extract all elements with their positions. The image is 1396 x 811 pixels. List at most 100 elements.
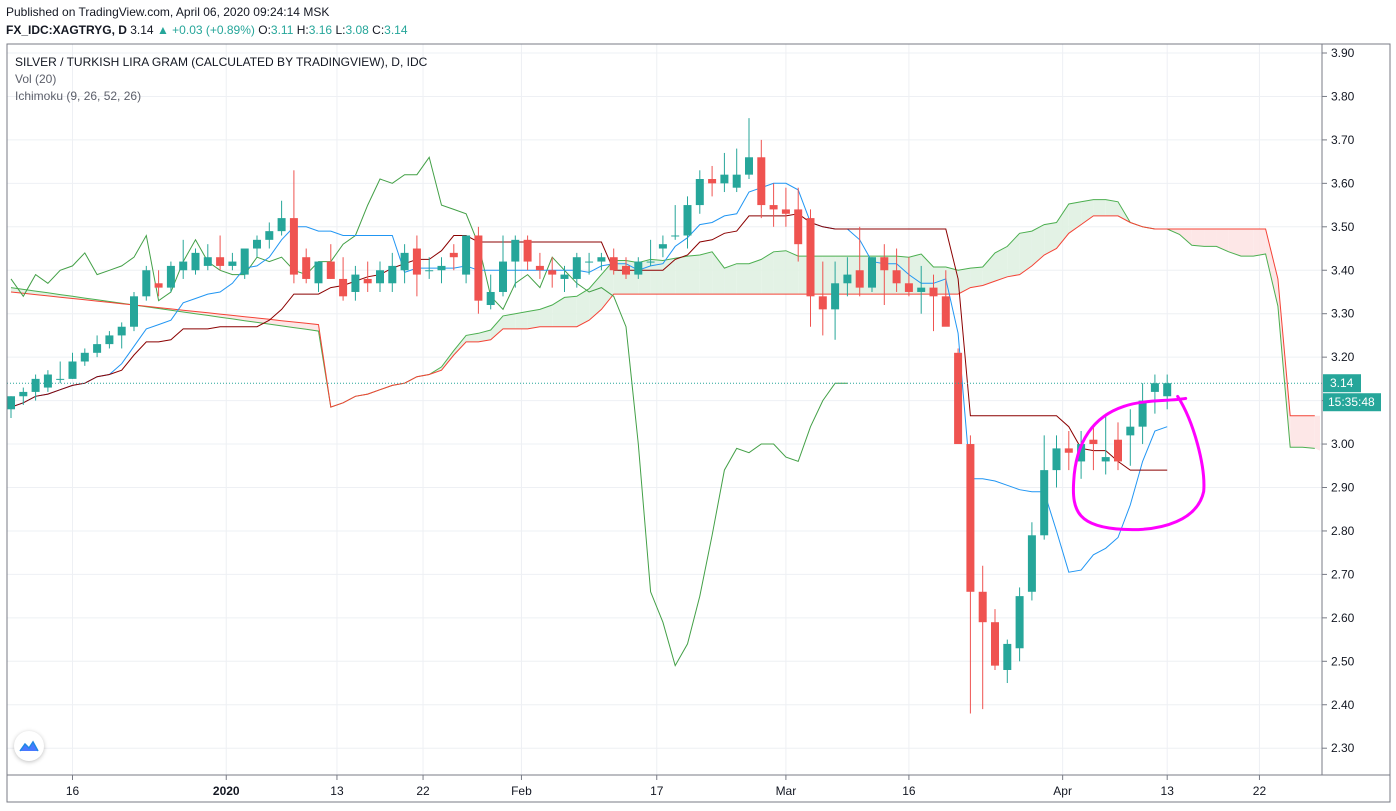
candle-body: [535, 265, 544, 271]
high-label: H:: [296, 23, 309, 37]
legend-title: SILVER / TURKISH LIRA GRAM (CALCULATED B…: [15, 55, 428, 69]
cloud-segment: [662, 258, 676, 295]
close-label: C:: [372, 23, 385, 37]
x-tick-label: Feb: [511, 784, 532, 798]
cloud-segment: [1031, 224, 1045, 266]
candle-body: [7, 396, 15, 410]
y-tick-label: 2.40: [1331, 698, 1355, 712]
last-price-badge: [1323, 374, 1361, 393]
y-tick-label: 2.80: [1331, 524, 1355, 538]
low-label: L:: [335, 23, 346, 37]
candle-body: [499, 261, 507, 292]
grid-lines: [7, 44, 1322, 775]
candle-body: [720, 174, 729, 184]
open-value: 3.11: [270, 23, 294, 37]
countdown-badge: [1323, 393, 1381, 412]
candle-body: [1163, 383, 1172, 397]
price-badges: 3.14 15:35:48: [1323, 374, 1381, 412]
annotation-layer: [1071, 394, 1206, 532]
cloud-segment: [306, 323, 319, 332]
published-caption: Published on TradingView.com, April 06, …: [6, 5, 330, 19]
candle-body: [818, 296, 827, 310]
cloud-segment: [970, 266, 983, 288]
cloud-segment: [773, 250, 786, 295]
candle-body: [1138, 400, 1147, 427]
x-tick-label: 16: [66, 784, 80, 798]
y-tick-label: 3.20: [1331, 350, 1355, 364]
x-tick-label: 22: [416, 784, 430, 798]
candle-body: [216, 257, 225, 266]
y-tick-label: 3.60: [1331, 176, 1355, 190]
cloud-segment: [564, 296, 577, 327]
cloud-segment: [1228, 228, 1241, 257]
cloud-segment: [785, 250, 799, 295]
candle-body: [646, 261, 655, 263]
y-tick-label: 3.90: [1331, 46, 1355, 60]
candles: [7, 118, 1322, 714]
candle-body: [326, 261, 335, 279]
cloud-segment: [958, 268, 971, 295]
tradingview-logo-icon[interactable]: [14, 731, 44, 761]
cloud-segment: [576, 288, 590, 327]
cloud-segment: [1265, 228, 1278, 307]
candle-body: [683, 205, 692, 236]
open-label: O:: [258, 23, 271, 37]
candle-body: [1089, 439, 1098, 445]
cloud-segment: [1081, 199, 1094, 225]
candle-body: [154, 283, 163, 288]
cloud-segment: [1093, 199, 1106, 216]
x-tick-label: 22: [1253, 784, 1267, 798]
candle-body: [1101, 457, 1110, 462]
cloud-segment: [441, 350, 454, 371]
candle-body: [511, 239, 520, 262]
symbol-label: FX_IDC:XAGTRYG, D: [6, 23, 127, 37]
candle-body: [880, 257, 889, 271]
candle-body: [289, 218, 298, 275]
candle-body: [941, 296, 950, 327]
candle-body: [425, 270, 434, 272]
cloud-segment: [699, 251, 713, 295]
cloud-segment: [1204, 228, 1217, 247]
candle-body: [585, 261, 594, 263]
cloud-segment: [1044, 222, 1057, 256]
cloud-segment: [539, 305, 553, 327]
candle-body: [1027, 535, 1036, 592]
last-price-badge-text: 3.14: [1330, 376, 1354, 390]
candle-body: [437, 265, 446, 271]
candle-body: [991, 622, 999, 666]
candle-body: [708, 179, 717, 184]
candle-body: [572, 257, 581, 279]
candle-body: [781, 209, 790, 214]
symbol-quote-line: FX_IDC:XAGTRYG, D 3.14 ▲ +0.03 (+0.89%) …: [6, 23, 408, 37]
cloud-segment: [724, 263, 737, 295]
cloud-segment: [1302, 415, 1315, 449]
candle-body: [622, 265, 630, 275]
ichimoku-lines: [10, 156, 1315, 667]
cloud-segment: [1253, 228, 1266, 257]
candle-body: [1064, 448, 1073, 453]
leading-span-a-line: [10, 199, 1315, 449]
last-price: 3.14: [130, 23, 154, 37]
candle-body: [191, 252, 200, 271]
cloud-segment: [552, 297, 565, 327]
candle-body: [302, 257, 311, 279]
chart-frame: [6, 43, 1391, 803]
y-tick-label: 2.30: [1331, 741, 1355, 755]
candle-body: [1126, 426, 1135, 436]
x-tick-label: 17: [650, 784, 664, 798]
candle-body: [695, 179, 704, 206]
candle-body: [855, 270, 864, 288]
candle-body: [523, 239, 532, 262]
candle-body: [892, 270, 901, 284]
candle-body: [1003, 643, 1012, 670]
candle-body: [277, 218, 286, 232]
candle-body: [130, 296, 138, 327]
candle-body: [80, 352, 89, 362]
candle-body: [843, 274, 852, 284]
candle-body: [658, 244, 667, 249]
legend-ichimoku: Ichimoku (9, 26, 52, 26): [15, 89, 142, 103]
x-tick-label: Mar: [776, 784, 797, 798]
time-axis: 16 2020 13 22 Feb 17 Mar 16 Apr 13 22: [66, 775, 1267, 798]
y-tick-label: 3.70: [1331, 133, 1355, 147]
